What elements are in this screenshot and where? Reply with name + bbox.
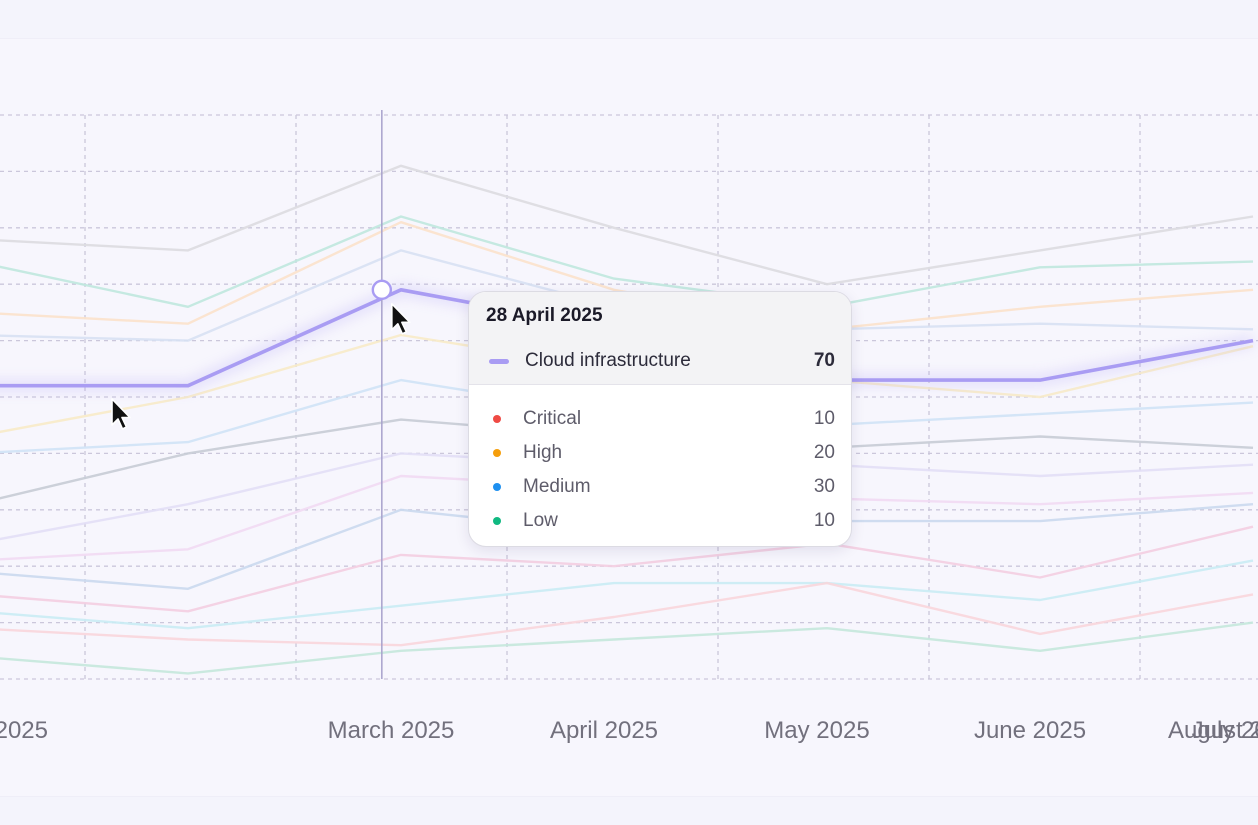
mouse-pointer-icon [391,303,411,335]
series-line [0,221,1254,331]
x-tick-label: July 2025 [1192,717,1258,744]
hover-marker [371,279,393,301]
x-tick-label: May 2025 [764,717,869,744]
x-tick-label: March 2025 [328,717,455,744]
x-axis: 2025 March 2025 April 2025 May 2025 June 202… [0,717,1258,744]
tooltip-row-label: Low [523,510,558,531]
low-dot-icon [493,517,501,525]
x-tick-label: August 2 [1168,717,1258,744]
tooltip-row-label: Critical [523,408,582,429]
tooltip-header: 28 April 2025 Cloud infrastructure 70 [469,292,851,385]
chart-grid [0,114,1258,680]
tooltip-breakdown: Critical 10 High 20 Medium 30 Low 10 [469,402,851,538]
tooltip-row-medium: Medium 30 [469,470,851,504]
x-tick-label: April 2025 [550,717,658,744]
tooltip-row-value: 20 [813,442,835,463]
tooltip-row-label: High [523,442,563,463]
high-dot-icon [493,449,501,457]
tooltip-date: 28 April 2025 [486,305,603,326]
medium-dot-icon [493,483,501,491]
tooltip-row-value: 10 [813,510,835,531]
series-line [0,525,1254,613]
tooltip-row-high: High 20 [469,436,851,470]
mouse-pointer-icon [111,398,131,430]
tooltip-series-value: 70 [813,350,835,371]
tooltip-row-low: Low 10 [469,504,851,538]
tooltip-series-name: Cloud infrastructure [525,350,691,371]
x-tick-label: 2025 [0,717,48,744]
tooltip-row-critical: Critical 10 [469,402,851,436]
series-line [0,559,1254,630]
top-band [0,0,1258,39]
critical-dot-icon [493,415,501,423]
series-line [0,621,1254,675]
chart-tooltip: 28 April 2025 Cloud infrastructure 70 Cr… [468,291,852,547]
hover-overlay [111,110,411,679]
series-line [0,581,1254,647]
x-tick-label: June 2025 [974,717,1086,744]
series-line [0,164,1254,286]
tooltip-row-value: 30 [813,476,835,497]
tooltip-row-value: 10 [813,408,835,429]
series-swatch-icon [489,358,509,364]
bottom-band [0,796,1258,825]
tooltip-series: Cloud infrastructure 70 [489,349,835,373]
tooltip-row-label: Medium [523,476,591,497]
series-line [0,215,1254,308]
